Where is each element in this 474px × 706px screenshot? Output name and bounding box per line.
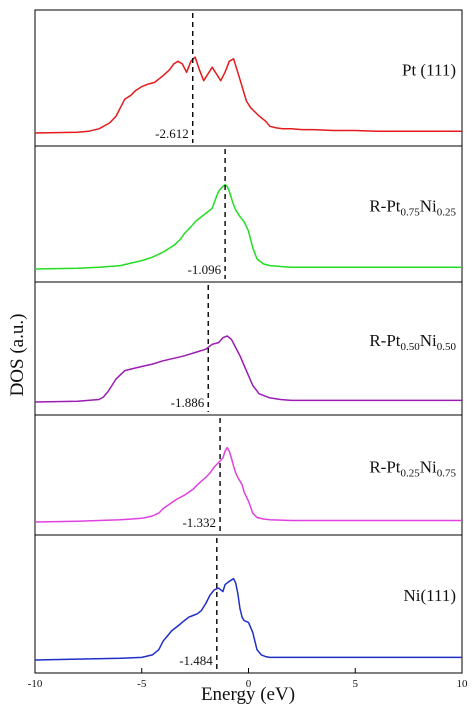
x-tick-label-2: 0 bbox=[246, 678, 252, 690]
d-band-center-label-3: -1.332 bbox=[182, 515, 216, 530]
dos-series-2 bbox=[34, 335, 462, 403]
x-tick-label-4: 10 bbox=[457, 678, 469, 690]
dos-series-4 bbox=[34, 577, 462, 661]
x-tick-label-1: -5 bbox=[137, 678, 147, 690]
dos-series-0 bbox=[34, 56, 462, 134]
panel-label-4: Ni(111) bbox=[403, 586, 456, 605]
d-band-center-label-2: -1.886 bbox=[171, 395, 205, 410]
d-band-center-label-0: -2.612 bbox=[155, 126, 189, 141]
x-axis-ticks: -10 -5 0 5 10 bbox=[28, 668, 468, 690]
panels: -2.612 Pt (111) -1.096 R-Pt0.75Ni0.25 -1.886… bbox=[34, 9, 463, 674]
d-band-center-label-4: -1.484 bbox=[179, 653, 213, 668]
panel-label-1: R-Pt0.75Ni0.25 bbox=[369, 196, 456, 218]
x-axis-title: Energy (eV) bbox=[201, 684, 295, 705]
panel-label-3: R-Pt0.25Ni0.75 bbox=[369, 458, 456, 480]
dos-series-3 bbox=[34, 446, 462, 523]
panel-frame-0 bbox=[34, 9, 463, 147]
panel-label-0: Pt (111) bbox=[402, 60, 456, 79]
dos-series-1 bbox=[34, 183, 462, 270]
panel-frame-4 bbox=[34, 534, 463, 674]
panel-label-2: R-Pt0.50Ni0.50 bbox=[369, 331, 456, 353]
y-axis-title: DOS (a.u.) bbox=[7, 314, 28, 397]
x-tick-label-0: -10 bbox=[28, 678, 43, 690]
x-tick-label-3: 5 bbox=[353, 678, 359, 690]
d-band-center-label-1: -1.096 bbox=[188, 262, 222, 277]
